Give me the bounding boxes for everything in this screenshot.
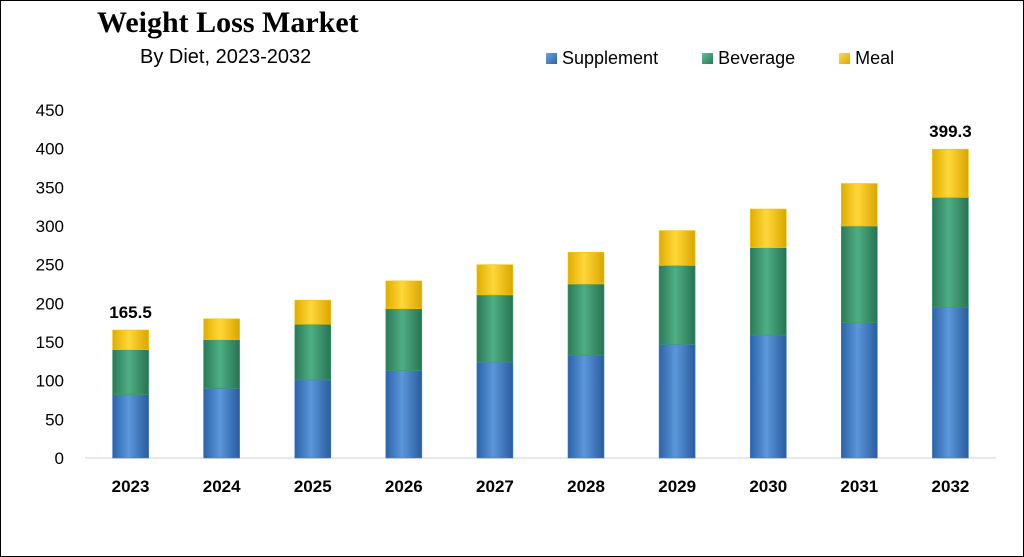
legend-label-supplement: Supplement <box>562 47 659 68</box>
bar-segment-beverage-2025 <box>294 323 332 381</box>
legend-label-meal: Meal <box>855 47 895 68</box>
data-label-2023: 165.5 <box>109 303 152 322</box>
bar-segment-supplement-2023 <box>112 394 149 459</box>
bar-segment-supplement-2025 <box>294 379 332 459</box>
chart-title: Weight Loss Market <box>97 6 359 39</box>
y-tick-label-450: 450 <box>36 101 64 120</box>
y-tick-label-200: 200 <box>36 294 64 313</box>
bar-segment-beverage-2031 <box>840 225 878 323</box>
bar-segment-meal-2032 <box>932 148 969 198</box>
legend-swatch-supplement <box>546 52 557 64</box>
bar-segment-meal-2029 <box>658 230 696 266</box>
legend-item-supplement: Supplement <box>546 48 658 69</box>
bar-segment-beverage-2027 <box>476 294 514 363</box>
bar-segment-meal-2031 <box>840 183 878 227</box>
y-tick-label-150: 150 <box>36 333 64 352</box>
x-tick-label-2031: 2031 <box>840 477 878 496</box>
bar-segment-beverage-2028 <box>567 283 605 356</box>
x-axis-ticks: 2023 2024 2025 2026 2027 2028 2029 2030 2031 2032 <box>112 477 970 496</box>
bar-segment-beverage-2032 <box>932 197 969 308</box>
x-tick-label-2024: 2024 <box>203 477 241 496</box>
y-tick-label-350: 350 <box>36 178 64 197</box>
x-tick-label-2025: 2025 <box>294 477 332 496</box>
bar-segment-meal-2023 <box>112 329 149 351</box>
bar-segment-beverage-2026 <box>385 308 423 371</box>
bar-segment-meal-2024 <box>203 318 240 340</box>
total-labels: 165.5 399.3 <box>109 122 971 322</box>
bar-segment-supplement-2026 <box>385 370 423 459</box>
bar-segment-meal-2030 <box>749 208 787 249</box>
y-tick-label-300: 300 <box>36 217 64 236</box>
bar-segment-meal-2028 <box>567 252 605 285</box>
x-tick-label-2023: 2023 <box>112 477 150 496</box>
x-tick-label-2026: 2026 <box>385 477 423 496</box>
y-tick-label-250: 250 <box>36 256 64 275</box>
chart-legend: Supplement Beverage Meal <box>546 45 938 71</box>
bar-segment-beverage-2029 <box>658 265 696 345</box>
y-tick-label-400: 400 <box>36 140 64 159</box>
bar-segment-beverage-2024 <box>203 339 240 389</box>
bar-segment-supplement-2028 <box>567 354 605 459</box>
bar-segment-meal-2025 <box>294 299 332 325</box>
bar-segment-meal-2026 <box>385 280 423 309</box>
bar-segment-supplement-2032 <box>932 306 969 459</box>
chart-subtitle: By Diet, 2023-2032 <box>140 46 312 68</box>
x-tick-label-2028: 2028 <box>567 477 605 496</box>
bar-segment-supplement-2031 <box>840 322 878 459</box>
data-label-2032: 399.3 <box>929 122 972 141</box>
bar-segment-supplement-2024 <box>203 388 240 459</box>
x-tick-label-2027: 2027 <box>476 477 514 496</box>
x-tick-label-2032: 2032 <box>932 477 970 496</box>
x-tick-label-2029: 2029 <box>658 477 696 496</box>
y-axis-ticks: 0 50 100 150 200 250 300 350 400 450 <box>36 101 64 468</box>
bar-segment-supplement-2027 <box>476 361 514 459</box>
legend-item-meal: Meal <box>839 48 894 69</box>
y-tick-label-100: 100 <box>36 372 64 391</box>
bars-group <box>112 148 969 459</box>
legend-label-beverage: Beverage <box>718 47 796 68</box>
bar-segment-meal-2027 <box>476 264 514 296</box>
x-tick-label-2030: 2030 <box>749 477 787 496</box>
y-tick-label-0: 0 <box>55 449 64 468</box>
y-tick-label-50: 50 <box>45 410 64 429</box>
bar-segment-beverage-2023 <box>112 349 149 395</box>
legend-item-beverage: Beverage <box>702 48 795 69</box>
legend-swatch-beverage <box>702 52 714 64</box>
bar-segment-supplement-2030 <box>749 334 787 459</box>
legend-swatch-meal <box>839 52 851 64</box>
bar-segment-supplement-2029 <box>658 343 696 459</box>
bar-segment-beverage-2030 <box>749 247 787 336</box>
